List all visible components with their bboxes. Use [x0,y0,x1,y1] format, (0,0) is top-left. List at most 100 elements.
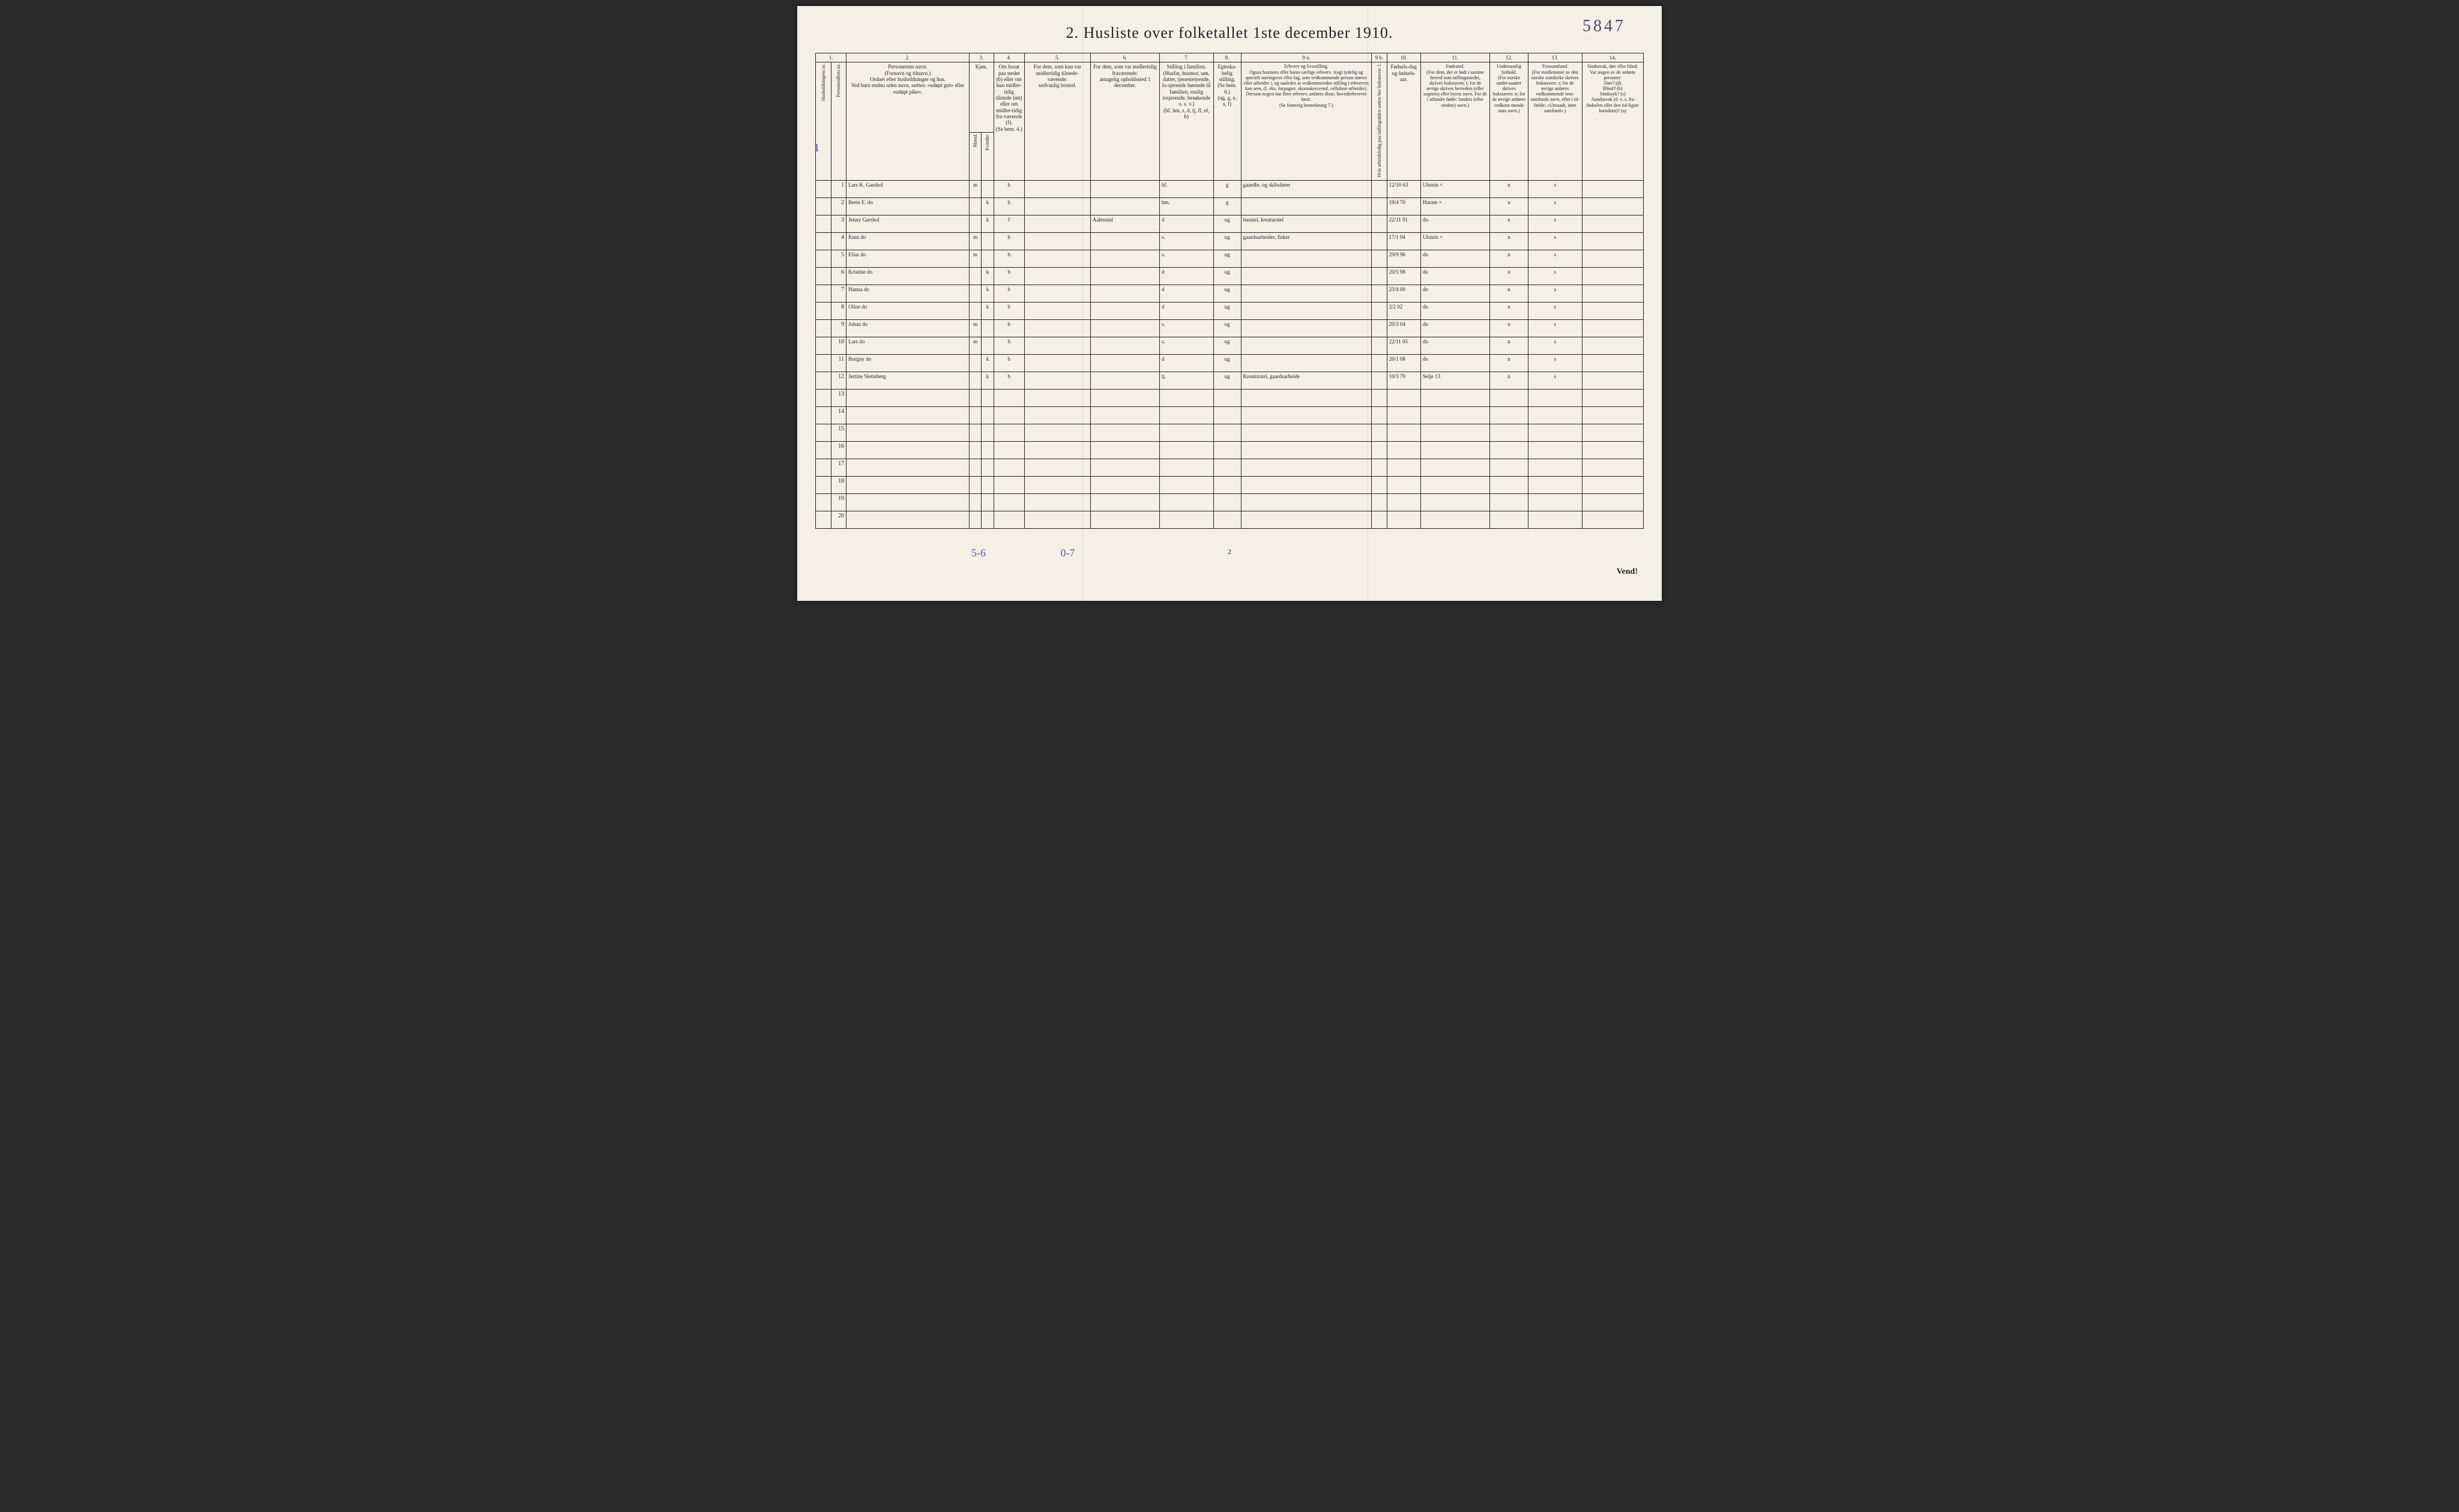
cell [969,285,981,303]
cell [1241,250,1371,268]
cell [982,407,994,424]
cell [1160,442,1214,459]
cell [816,424,831,442]
cell [1372,215,1387,233]
cell: Haram × [1420,198,1489,215]
cell [1024,442,1090,459]
cell [846,442,970,459]
cell: gaardbr. og skibsfører [1241,181,1371,198]
cell [1387,390,1420,407]
cell [994,424,1024,442]
cell [969,477,981,494]
cell [1372,407,1387,424]
cell [969,198,981,215]
cell [1213,424,1241,442]
cell: Hanna do [846,285,970,303]
hdr-unemployed: Hvis arbeidsledig paa tællingstiden sætt… [1372,62,1387,181]
cell [1024,477,1090,494]
cell: 20/3 04 [1387,320,1420,337]
cell: s [1528,233,1582,250]
cell: k [982,198,994,215]
cell [1024,181,1090,198]
cell: gaardsarbeider, fisker [1241,233,1371,250]
cell: ug [1213,215,1241,233]
cell [1024,198,1090,215]
cell: Oline do [846,303,970,320]
cell: m [969,181,981,198]
cell [1490,407,1528,424]
cell: s. [1160,233,1214,250]
cell [1090,511,1159,529]
cell: s. [1160,250,1214,268]
cell: Borgny do [846,355,970,372]
cell [1241,303,1371,320]
cell: k [982,285,994,303]
cell: 6 [831,268,846,285]
cell [1420,407,1489,424]
header-main: Husholdningens nr. Personsedlens nr. Per… [816,62,1644,133]
cell [1241,285,1371,303]
cell [982,250,994,268]
cell [1387,424,1420,442]
cell: 12 [831,372,846,390]
cell: b [994,372,1024,390]
cell: ug [1213,250,1241,268]
cell: Lars do [846,337,970,355]
cell: do. [1420,215,1489,233]
cell [846,424,970,442]
cell [982,390,994,407]
cell [1420,442,1489,459]
cell [816,215,831,233]
cell: Ulstein × [1420,233,1489,250]
cell: 2/2 02 [1387,303,1420,320]
cell [982,459,994,477]
cell: n [1490,215,1528,233]
cell [969,372,981,390]
cell [1582,494,1643,511]
colnum-12: 12. [1490,53,1528,62]
cell [1241,424,1371,442]
table-row: 16 [816,442,1644,459]
header-column-numbers: 1. 2. 3. 4. 5. 6. 7. 8. 9 a. 9 b. 10. 11… [816,53,1644,62]
cell: ug [1213,268,1241,285]
cell: 14 [831,407,846,424]
cell [1528,459,1582,477]
cell [846,459,970,477]
cell [816,477,831,494]
cell [1372,198,1387,215]
cell [1372,442,1387,459]
cell [994,494,1024,511]
cell: k [982,268,994,285]
cell [1213,511,1241,529]
cell [1582,477,1643,494]
cell [982,477,994,494]
table-row: 8Oline dokbdug2/2 02dons [816,303,1644,320]
cell: b [994,320,1024,337]
cell [1372,337,1387,355]
cell: g [1213,198,1241,215]
cell [982,233,994,250]
cell [982,442,994,459]
cell [1241,407,1371,424]
cell [1490,494,1528,511]
cell: 22/11 91 [1387,215,1420,233]
cell: do [1420,355,1489,372]
cell [1090,424,1159,442]
cell [1090,355,1159,372]
cell: do [1420,303,1489,320]
cell: k [982,303,994,320]
cell [1528,477,1582,494]
cell [1024,511,1090,529]
cell [1241,355,1371,372]
cell [1582,442,1643,459]
cell [994,459,1024,477]
cell: hm. [1160,198,1214,215]
cell [816,320,831,337]
colnum-3: 3. [969,53,994,62]
table-row: 11Borgny dokbdug20/1 08dons [816,355,1644,372]
cell [1420,477,1489,494]
cell [1090,233,1159,250]
cell: 29/9 96 [1387,250,1420,268]
hdr-temp-present: For dem, som kun var midlertidig tilsted… [1024,62,1090,181]
cell: Elias do [846,250,970,268]
